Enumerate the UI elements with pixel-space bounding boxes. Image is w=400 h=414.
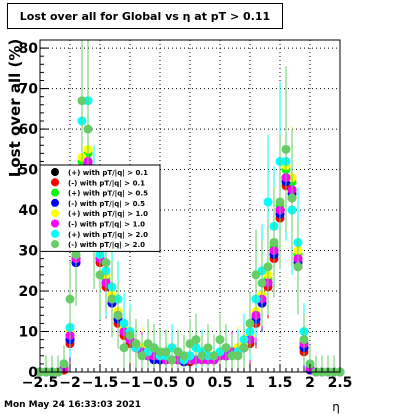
data-point [269, 237, 279, 247]
data-point [257, 278, 267, 288]
data-point [179, 351, 189, 361]
chart-title-box: Lost over all for Global vs η at pT > 0.… [7, 3, 283, 29]
y-tick-label: 50 [19, 163, 39, 179]
data-point [77, 96, 87, 106]
data-point [245, 318, 255, 328]
legend-marker [51, 240, 59, 249]
data-point [59, 359, 69, 369]
x-tick-label: −2 [59, 375, 80, 391]
data-point [299, 335, 309, 345]
data-point [119, 343, 129, 353]
axes: −2.5 −2 −1.5 −1 −0.5 0 0.5 1 1.5 2 2.5 0 10 20 30 40 50 6… [19, 39, 353, 391]
y-tick-label: 80 [19, 41, 39, 57]
data-point [191, 335, 201, 345]
series-8 [35, 40, 345, 377]
legend-marker [51, 219, 59, 228]
data-point [101, 258, 111, 268]
data-point [95, 270, 105, 280]
data-point [221, 343, 231, 353]
data-point [203, 343, 213, 353]
legend-marker [51, 198, 59, 207]
timestamp: Mon May 24 16:33:03 2021 [4, 400, 142, 410]
legend-marker [51, 209, 59, 218]
data-point [305, 359, 315, 369]
x-tick-label: 2 [305, 375, 315, 391]
data-point [281, 144, 291, 154]
y-tick-label: 70 [19, 82, 39, 98]
x-tick-label: −0.5 [142, 375, 179, 391]
data-point [239, 343, 249, 353]
data-point [275, 197, 285, 207]
data-point [125, 331, 135, 341]
x-tick-label: 0 [185, 375, 195, 391]
data-point [233, 351, 243, 361]
y-tick-label: 30 [19, 244, 39, 260]
data-point [137, 351, 147, 361]
data-point [263, 262, 273, 272]
x-tick-label: −2.5 [22, 375, 59, 391]
legend-label: (-) with pT/|q| > 1.0 [68, 221, 145, 230]
data-point [131, 339, 141, 349]
legend: (+) with pT/|q| > 0.1(-) with pT/|q| > 0… [39, 164, 161, 252]
legend-label: (+) with pT/|q| > 2.0 [68, 231, 148, 240]
y-tick-label: 10 [19, 325, 39, 341]
legend-marker [51, 178, 59, 187]
data-point [119, 318, 129, 328]
data-point [83, 124, 93, 134]
x-tick-label: 1.5 [268, 375, 293, 391]
legend-label: (+) with pT/|q| > 1.0 [68, 210, 148, 219]
y-tick-label: 0 [28, 365, 38, 381]
legend-marker [51, 188, 59, 197]
legend-label: (-) with pT/|q| > 2.0 [68, 241, 145, 250]
y-tick-label: 40 [19, 203, 39, 219]
data-point [215, 335, 225, 345]
data-point [209, 351, 219, 361]
data-point [65, 294, 75, 304]
legend-label: (+) with pT/|q| > 0.5 [68, 190, 148, 199]
data-point [107, 294, 117, 304]
data-point [71, 250, 81, 260]
legend-label: (+) with pT/|q| > 0.1 [68, 169, 148, 178]
data-point [197, 351, 207, 361]
x-tick-label: 2.5 [328, 375, 353, 391]
data-point [263, 197, 273, 207]
data-point [251, 270, 261, 280]
x-tick-label: 1 [245, 375, 255, 391]
legend-box [39, 164, 161, 252]
chart-title: Lost over all for Global vs η at pT > 0.… [19, 9, 271, 23]
y-tick-label: 20 [19, 284, 39, 300]
x-tick-label: −1 [119, 375, 140, 391]
x-tick-label: −1.5 [82, 375, 119, 391]
data-point [113, 310, 123, 320]
data-point [293, 262, 303, 272]
x-tick-label: 0.5 [208, 375, 233, 391]
data-point [161, 347, 171, 357]
data-point [167, 355, 177, 365]
legend-marker [51, 168, 59, 176]
data-point [287, 193, 297, 203]
x-axis-label: η [332, 400, 340, 414]
legend-label: (-) with pT/|q| > 0.5 [68, 200, 145, 209]
legend-label: (-) with pT/|q| > 0.1 [68, 179, 145, 188]
y-axis-label: Lost over all (%) [6, 39, 24, 177]
legend-marker [51, 229, 59, 238]
y-tick-label: 60 [19, 122, 39, 138]
